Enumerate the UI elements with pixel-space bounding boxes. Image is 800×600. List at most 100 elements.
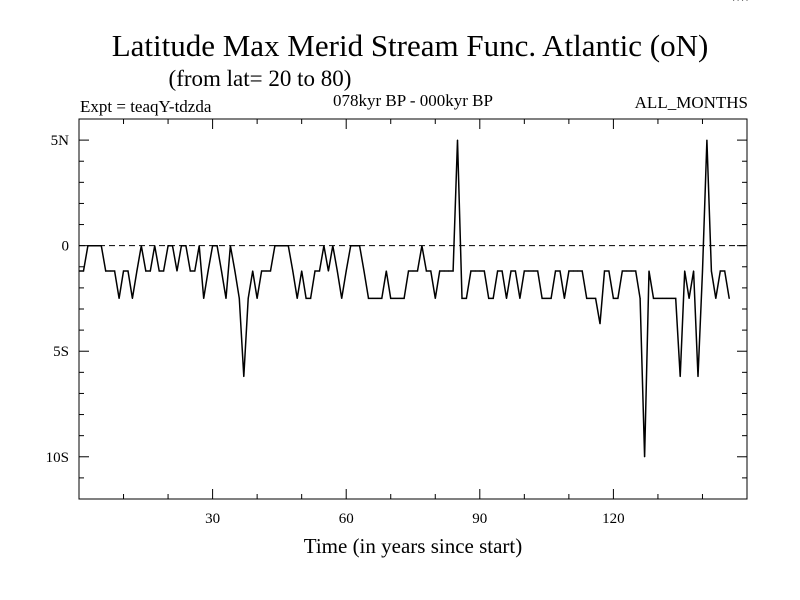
data-point: [488, 297, 490, 300]
y-axis-ticks: 5N 0 5S 10S: [46, 133, 747, 479]
data-point: [550, 297, 552, 300]
data-point: [367, 297, 370, 300]
x-tick-label: 60: [339, 511, 354, 527]
data-point: [167, 245, 169, 247]
data-point: [260, 270, 263, 272]
data-point: [100, 245, 102, 247]
data-point: [679, 375, 681, 378]
data-point: [314, 270, 316, 272]
chart-subtitle: (from lat= 20 to 80): [169, 66, 352, 91]
data-point: [715, 297, 717, 300]
data-point: [229, 245, 232, 247]
data-point: [510, 270, 512, 272]
data-point: [612, 297, 615, 300]
data-point: [697, 375, 699, 378]
data-point: [252, 270, 254, 272]
data-point: [87, 245, 89, 247]
data-point: [363, 270, 365, 272]
data-point: [501, 270, 503, 272]
data-point: [456, 139, 459, 141]
data-point: [643, 456, 646, 458]
data-point: [171, 245, 174, 247]
data-point: [465, 297, 468, 300]
chart-title: Latitude Max Merid Stream Func. Atlantic…: [112, 28, 709, 63]
data-point: [332, 245, 334, 247]
data-point: [114, 270, 116, 272]
data-point: [443, 270, 445, 272]
data-point: [434, 297, 436, 300]
data-point: [630, 270, 632, 272]
data-point: [737, 0, 739, 1]
data-point: [96, 245, 98, 247]
data-point: [127, 270, 129, 272]
data-point: [425, 270, 427, 272]
data-point: [626, 270, 628, 272]
data-point: [661, 297, 663, 300]
data-point: [216, 245, 218, 247]
data-point: [256, 297, 258, 300]
data-point: [675, 297, 677, 300]
data-point: [701, 270, 704, 272]
data-point: [448, 270, 450, 272]
data-point: [350, 245, 352, 247]
data-point: [105, 270, 107, 272]
data-point: [238, 297, 240, 300]
data-point: [376, 297, 378, 300]
data-point: [407, 270, 410, 272]
data-point: [305, 297, 307, 300]
data-point: [652, 297, 655, 300]
data-point: [523, 270, 525, 272]
data-point: [318, 270, 321, 272]
data-point: [741, 0, 744, 1]
data-point: [586, 297, 588, 300]
y-tick-label: 10S: [46, 450, 69, 466]
x-tick-label: 30: [205, 511, 220, 527]
expt-label: Expt = teaqY-tdzda: [80, 97, 212, 116]
period-label: 078kyr BP - 000kyr BP: [333, 91, 493, 110]
data-point: [265, 270, 267, 272]
data-point: [309, 297, 312, 300]
data-point: [296, 297, 298, 300]
data-point: [292, 270, 294, 272]
data-point: [492, 297, 494, 300]
y-tick-label: 5S: [53, 344, 69, 360]
data-point: [354, 245, 356, 247]
data-point: [684, 270, 686, 272]
months-label: ALL_MONTHS: [635, 93, 748, 112]
data-point: [403, 297, 405, 300]
data-point: [635, 270, 637, 272]
data-point: [203, 297, 205, 300]
data-point: [590, 297, 592, 300]
data-point: [546, 297, 548, 300]
data-point: [207, 270, 209, 272]
x-axis-ticks: 30 60 90 120: [123, 119, 703, 527]
data-point: [82, 270, 85, 272]
data-point: [278, 245, 280, 247]
data-point: [274, 245, 276, 247]
data-point: [577, 270, 579, 272]
data-point: [91, 245, 93, 247]
data-point: [412, 270, 414, 272]
data-point: [140, 245, 142, 247]
data-point: [336, 270, 338, 272]
data-point: [688, 297, 690, 300]
data-point: [269, 270, 272, 272]
data-point: [559, 270, 561, 272]
data-point: [421, 245, 423, 247]
data-point: [706, 139, 708, 141]
data-point: [519, 297, 521, 300]
data-point: [399, 297, 401, 300]
data-point: [149, 270, 151, 272]
data-point: [287, 245, 289, 247]
data-point: [176, 270, 178, 272]
data-point: [283, 245, 285, 247]
data-point: [185, 245, 187, 247]
data-point: [158, 270, 160, 272]
data-points: [78, 0, 748, 458]
data-point: [122, 270, 125, 272]
data-point: [78, 270, 80, 272]
data-point: [180, 245, 183, 247]
data-point: [225, 297, 227, 300]
data-point: [648, 270, 650, 272]
data-point: [657, 297, 659, 300]
